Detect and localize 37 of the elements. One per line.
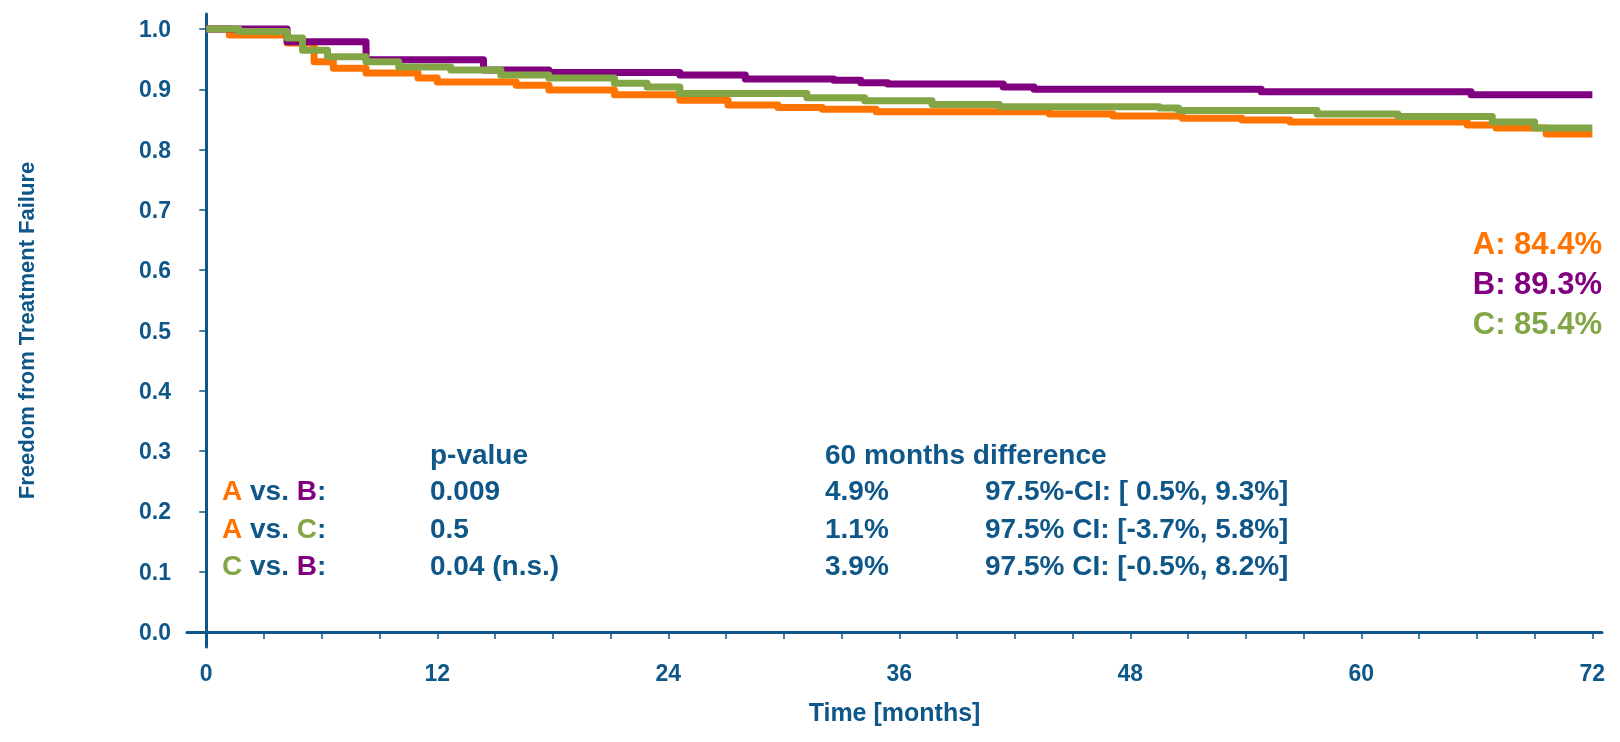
- annotation: 3.9%: [825, 549, 889, 581]
- y-tick-label: 0.0: [139, 618, 171, 645]
- annotation: 0.5: [430, 512, 469, 544]
- annotation: 0.04 (n.s.): [430, 549, 560, 581]
- annotation: 97.5% CI: [-3.7%, 5.8%]: [985, 512, 1289, 544]
- x-axis-title: Time [months]: [808, 697, 981, 726]
- x-tick-label: 0: [199, 659, 213, 686]
- x-tick-label: 24: [655, 659, 682, 686]
- y-tick-label: 0.9: [139, 76, 171, 103]
- x-tick-label: 12: [424, 659, 451, 686]
- y-tick-label: 0.6: [139, 257, 171, 284]
- y-axis-title: Freedom from Treatment Failure: [13, 161, 39, 500]
- y-tick-label: 0.4: [139, 377, 172, 404]
- annotation: A: 84.4%: [1472, 226, 1603, 261]
- annotation: p-value: [430, 438, 529, 470]
- x-tick-label: 72: [1579, 659, 1606, 686]
- y-tick-label: 0.1: [139, 558, 172, 585]
- annotation: 1.1%: [825, 512, 889, 544]
- annotation: C: 85.4%: [1472, 306, 1603, 341]
- y-tick-label: 0.5: [139, 317, 172, 344]
- y-tick-label: 1.0: [139, 16, 171, 43]
- annotation: 4.9%: [825, 474, 889, 506]
- y-tick-label: 0.3: [139, 438, 171, 465]
- annotation: C vs. B:: [222, 549, 327, 581]
- annotation: A vs. C:: [222, 512, 327, 544]
- y-tick-label: 0.2: [139, 498, 171, 525]
- x-tick-label: 36: [886, 659, 913, 686]
- annotation: 60 months difference: [825, 438, 1107, 470]
- annotation: A vs. B:: [222, 474, 327, 506]
- annotation: B: 89.3%: [1472, 266, 1603, 301]
- y-tick-label: 0.7: [139, 196, 171, 223]
- annotation: 97.5% CI: [-0.5%, 8.2%]: [985, 549, 1289, 581]
- annotation: 97.5%-CI: [ 0.5%, 9.3%]: [985, 474, 1289, 506]
- x-tick-label: 48: [1117, 659, 1144, 686]
- x-tick-label: 60: [1348, 659, 1375, 686]
- annotation: 0.009: [430, 474, 501, 506]
- y-tick-label: 0.8: [139, 136, 172, 163]
